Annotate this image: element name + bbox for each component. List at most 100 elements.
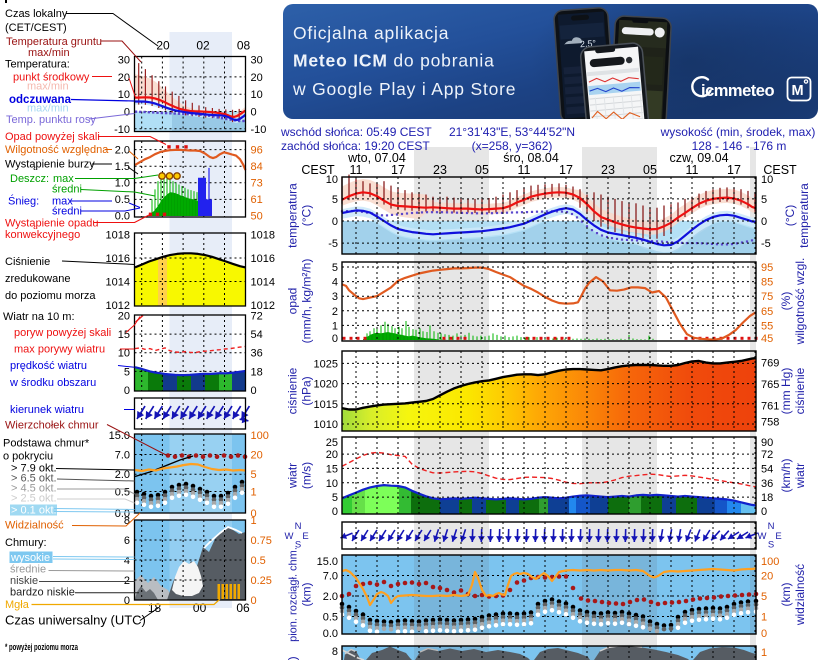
svg-text:02: 02 bbox=[196, 39, 210, 53]
svg-text:1014: 1014 bbox=[106, 277, 130, 289]
svg-text:Wilgotność względna: Wilgotność względna bbox=[5, 144, 109, 156]
svg-text:10: 10 bbox=[251, 89, 263, 101]
svg-text:-5: -5 bbox=[761, 238, 771, 250]
svg-text:7.0: 7.0 bbox=[323, 571, 338, 583]
svg-text:Wystąpienie burzy: Wystąpienie burzy bbox=[5, 159, 95, 171]
svg-text:chmury (8/8): chmury (8/8) bbox=[286, 656, 300, 660]
svg-text:Śnieg:: Śnieg: bbox=[8, 195, 39, 208]
svg-text:06: 06 bbox=[236, 601, 250, 615]
svg-text:Wystąpienie opadu: Wystąpienie opadu bbox=[5, 218, 98, 230]
svg-text:max porywy wiatru: max porywy wiatru bbox=[14, 344, 105, 356]
svg-text:0: 0 bbox=[251, 107, 257, 119]
svg-text:5: 5 bbox=[251, 469, 257, 481]
svg-text:max: max bbox=[53, 173, 74, 185]
svg-text:20: 20 bbox=[156, 39, 170, 53]
svg-text:2.0: 2.0 bbox=[115, 469, 130, 481]
svg-text:-10: -10 bbox=[251, 124, 267, 136]
svg-text:30: 30 bbox=[118, 55, 130, 67]
svg-text:0.0: 0.0 bbox=[115, 211, 130, 223]
svg-text:20: 20 bbox=[118, 72, 130, 84]
svg-text:niskie: niskie bbox=[10, 575, 38, 587]
svg-text:zachód słońca: 19:20 CEST: zachód słońca: 19:20 CEST bbox=[281, 139, 430, 153]
svg-text:0.0: 0.0 bbox=[115, 508, 130, 520]
svg-text:2.0: 2.0 bbox=[115, 145, 130, 157]
svg-text:0: 0 bbox=[251, 385, 257, 397]
svg-text:Ciśnienie: Ciśnienie bbox=[5, 256, 50, 268]
svg-text:prędkość wiatru: prędkość wiatru bbox=[10, 360, 87, 372]
svg-text:Wierzchołek chmur: Wierzchołek chmur bbox=[5, 420, 99, 432]
svg-text:odczuwana: odczuwana bbox=[9, 94, 72, 106]
svg-text:1015: 1015 bbox=[314, 399, 338, 411]
svg-text:1: 1 bbox=[251, 487, 257, 499]
svg-text:1016: 1016 bbox=[251, 253, 275, 265]
svg-text:54: 54 bbox=[761, 463, 773, 475]
svg-text:0.0: 0.0 bbox=[323, 628, 338, 640]
svg-text:(m/s): (m/s) bbox=[300, 462, 314, 489]
svg-text:max/min: max/min bbox=[28, 47, 70, 59]
svg-text:(km): (km) bbox=[779, 583, 793, 607]
svg-text:18: 18 bbox=[761, 492, 773, 504]
svg-text:21°31'43"E, 53°44'52"N: 21°31'43"E, 53°44'52"N bbox=[449, 125, 575, 139]
svg-text:wiatr: wiatr bbox=[793, 463, 807, 489]
svg-text:punkt środkowy: punkt środkowy bbox=[13, 72, 90, 84]
svg-text:0: 0 bbox=[251, 508, 257, 520]
svg-text:769: 769 bbox=[761, 358, 779, 370]
svg-text:75: 75 bbox=[761, 291, 773, 303]
svg-text:100: 100 bbox=[761, 556, 779, 568]
svg-text:icmmeteo: icmmeteo bbox=[701, 82, 774, 100]
svg-text:7.0: 7.0 bbox=[115, 450, 130, 462]
svg-text:25: 25 bbox=[326, 437, 338, 449]
svg-text:Czas uniwersalny (UTC): Czas uniwersalny (UTC) bbox=[5, 613, 146, 628]
svg-text:Czas lokalny: Czas lokalny bbox=[5, 8, 68, 20]
svg-text:S: S bbox=[768, 540, 774, 551]
svg-text:5: 5 bbox=[332, 262, 338, 274]
svg-text:85: 85 bbox=[761, 277, 773, 289]
svg-text:5: 5 bbox=[761, 194, 767, 206]
svg-text:6: 6 bbox=[124, 535, 130, 547]
svg-text:5: 5 bbox=[332, 492, 338, 504]
svg-text:15.0: 15.0 bbox=[109, 430, 130, 442]
svg-text:23: 23 bbox=[433, 163, 447, 177]
svg-text:Temp. punktu rosy: Temp. punktu rosy bbox=[6, 114, 96, 126]
svg-text:128 - 146 - 176 m: 128 - 146 - 176 m bbox=[692, 139, 787, 153]
svg-text:(km): (km) bbox=[300, 583, 314, 607]
svg-text:73: 73 bbox=[251, 178, 263, 190]
svg-text:5: 5 bbox=[332, 194, 338, 206]
svg-text:N: N bbox=[768, 521, 775, 532]
svg-text:max: max bbox=[52, 196, 73, 208]
svg-text:15.0: 15.0 bbox=[317, 556, 338, 568]
svg-text:w środku obszaru: w środku obszaru bbox=[9, 377, 96, 389]
svg-text:CEST: CEST bbox=[301, 163, 335, 177]
svg-text:(km/h): (km/h) bbox=[779, 459, 793, 493]
svg-text:* powyżej poziomu morza: * powyżej poziomu morza bbox=[5, 642, 78, 653]
svg-text:0.5: 0.5 bbox=[115, 194, 130, 206]
svg-text:Mgła: Mgła bbox=[5, 599, 30, 611]
svg-text:N: N bbox=[295, 521, 302, 532]
svg-text:10: 10 bbox=[118, 348, 130, 360]
svg-text:E: E bbox=[775, 531, 781, 542]
svg-text:1014: 1014 bbox=[251, 277, 275, 289]
svg-text:20: 20 bbox=[251, 450, 263, 462]
svg-text:18: 18 bbox=[148, 601, 162, 615]
svg-text:średni: średni bbox=[52, 206, 82, 218]
svg-text:11: 11 bbox=[518, 163, 531, 177]
svg-text:1025: 1025 bbox=[314, 358, 338, 370]
svg-text:15: 15 bbox=[326, 463, 338, 475]
svg-text:do poziomu morza: do poziomu morza bbox=[5, 290, 96, 302]
svg-text:wilgotność wzgl.: wilgotność wzgl. bbox=[793, 258, 807, 346]
svg-text:17: 17 bbox=[559, 163, 573, 177]
svg-text:8: 8 bbox=[332, 646, 338, 658]
svg-text:10: 10 bbox=[326, 174, 338, 186]
svg-text:Oficjalna aplikacja: Oficjalna aplikacja bbox=[293, 23, 449, 43]
svg-text:50: 50 bbox=[251, 211, 263, 223]
svg-text:72: 72 bbox=[251, 310, 263, 322]
svg-text:4: 4 bbox=[124, 555, 130, 567]
svg-text:-10: -10 bbox=[114, 124, 130, 136]
svg-text:1010: 1010 bbox=[314, 419, 338, 431]
svg-text:CEST: CEST bbox=[763, 163, 797, 177]
svg-text:wysokość (min, środek, max): wysokość (min, środek, max) bbox=[660, 125, 816, 139]
svg-text:S: S bbox=[295, 540, 301, 551]
svg-text:17: 17 bbox=[727, 163, 741, 177]
svg-text:11: 11 bbox=[350, 163, 363, 177]
svg-text:1012: 1012 bbox=[106, 300, 130, 312]
